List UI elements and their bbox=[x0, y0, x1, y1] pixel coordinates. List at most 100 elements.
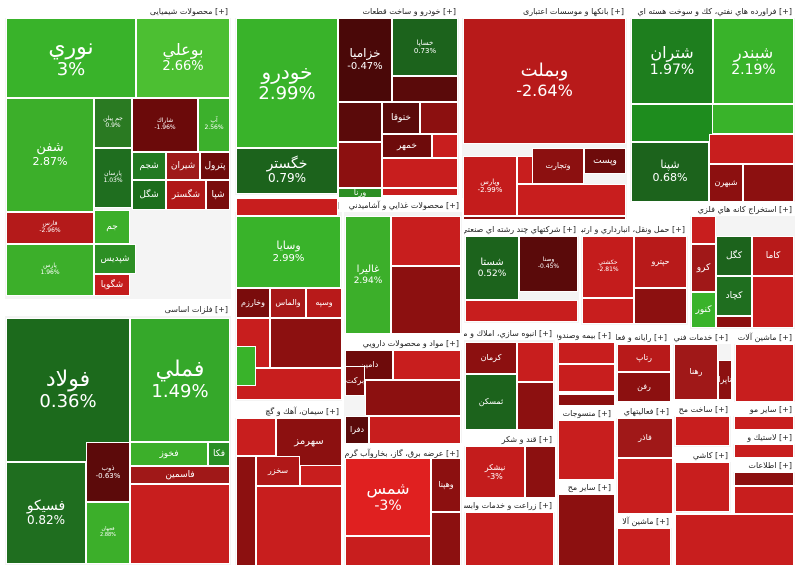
stock-tile-unlabeled[interactable] bbox=[631, 104, 713, 142]
stock-tile[interactable]: فاذر bbox=[617, 418, 673, 458]
stock-tile-unlabeled[interactable] bbox=[734, 486, 794, 514]
stock-tile[interactable]: شگل bbox=[132, 180, 166, 210]
stock-tile[interactable]: بركت bbox=[345, 366, 365, 396]
stock-tile[interactable]: شاراك -1.96% bbox=[132, 98, 198, 152]
stock-tile-unlabeled[interactable] bbox=[517, 382, 554, 430]
stock-tile-unlabeled[interactable] bbox=[735, 344, 794, 402]
stock-tile[interactable]: كاما bbox=[752, 236, 794, 276]
stock-tile-unlabeled[interactable] bbox=[465, 512, 554, 566]
stock-tile-unlabeled[interactable] bbox=[393, 350, 461, 380]
sector-title[interactable]: [+] رايانه و فعاليتهاي وابسته bbox=[616, 331, 670, 344]
stock-tile-unlabeled[interactable] bbox=[675, 462, 730, 512]
stock-tile[interactable]: فملي 1.49% bbox=[130, 318, 230, 442]
stock-tile-unlabeled[interactable] bbox=[617, 458, 673, 514]
stock-tile[interactable]: ثمسكن bbox=[465, 374, 517, 430]
stock-tile-unlabeled[interactable] bbox=[463, 216, 626, 220]
sector-title[interactable]: [+] فلزات اساسی bbox=[5, 303, 231, 316]
stock-tile[interactable]: وتجارت bbox=[532, 148, 584, 184]
stock-tile-unlabeled[interactable] bbox=[752, 276, 794, 328]
stock-tile[interactable]: وسپه bbox=[306, 288, 342, 318]
sector-title[interactable]: [+] منسوجات bbox=[557, 407, 614, 420]
stock-tile-unlabeled[interactable] bbox=[517, 184, 626, 216]
stock-tile-unlabeled[interactable] bbox=[558, 364, 615, 392]
stock-tile-unlabeled[interactable] bbox=[558, 394, 615, 406]
stock-tile[interactable]: فولاد 0.36% bbox=[6, 318, 130, 462]
sector-title[interactable]: [+] كاشي bbox=[674, 449, 731, 462]
sector-title[interactable]: [+] استخراج كانه هاي فلزي bbox=[690, 203, 795, 216]
stock-tile[interactable]: پترول bbox=[200, 152, 230, 180]
sector-title[interactable]: [+] اطلاعات bbox=[733, 459, 795, 472]
stock-tile-unlabeled[interactable] bbox=[517, 342, 554, 382]
sector-title[interactable]: [+] لاستيك و bbox=[733, 431, 795, 444]
stock-tile-unlabeled[interactable] bbox=[691, 216, 716, 244]
stock-tile[interactable]: رتاپ bbox=[617, 344, 671, 372]
stock-tile[interactable]: شبندر 2.19% bbox=[713, 18, 794, 104]
stock-tile[interactable]: شستا 0.52% bbox=[465, 236, 519, 300]
stock-tile[interactable]: غاليرا 2.94% bbox=[345, 216, 391, 334]
sector-title[interactable]: [+] فعاليتهاي bbox=[616, 405, 672, 418]
stock-tile-unlabeled[interactable] bbox=[716, 316, 752, 328]
stock-tile-unlabeled[interactable] bbox=[236, 418, 276, 456]
stock-tile[interactable]: شجم bbox=[132, 152, 166, 180]
sector-title[interactable]: [+] حمل ونقل، انبارداري و ارتباطات bbox=[581, 223, 688, 236]
stock-tile[interactable]: فجهان 2.88% bbox=[86, 502, 130, 564]
stock-tile-unlabeled[interactable] bbox=[709, 134, 794, 164]
stock-tile[interactable]: شگويا bbox=[94, 274, 130, 296]
stock-tile-unlabeled[interactable] bbox=[270, 318, 342, 368]
stock-tile[interactable]: رفن bbox=[617, 372, 671, 402]
sector-title[interactable]: [+] فراورده هاي نفتي، كك و سوخت هسته اي bbox=[630, 5, 795, 18]
stock-tile[interactable]: فسيكو 0.82% bbox=[6, 462, 86, 564]
sector-title[interactable]: [+] انبوه سازي، املاك و مستغلات bbox=[464, 327, 555, 340]
stock-tile[interactable]: خساپا 0.73% bbox=[392, 18, 458, 76]
stock-tile[interactable]: ورنا bbox=[338, 188, 382, 198]
stock-tile[interactable]: خودرو 2.99% bbox=[236, 18, 338, 148]
stock-tile-unlabeled[interactable] bbox=[391, 216, 461, 266]
sector-title[interactable]: [+] عرضه برق، گاز، بخاروآب گرم bbox=[344, 447, 462, 460]
stock-tile[interactable]: خمهر bbox=[382, 134, 432, 158]
stock-tile-unlabeled[interactable] bbox=[338, 102, 382, 142]
stock-tile[interactable]: دفرا bbox=[345, 416, 369, 444]
stock-tile[interactable]: والماس bbox=[270, 288, 306, 318]
stock-tile[interactable]: سخزر bbox=[256, 456, 300, 486]
stock-tile-unlabeled[interactable] bbox=[734, 444, 794, 458]
stock-tile[interactable]: شمس -3% bbox=[345, 458, 431, 536]
stock-tile-unlabeled[interactable] bbox=[338, 142, 382, 188]
stock-tile[interactable]: شپديس bbox=[94, 244, 136, 274]
stock-tile[interactable]: خزاميا -0.47% bbox=[338, 18, 392, 102]
sector-title[interactable]: [+] ماشين آلات bbox=[734, 331, 795, 344]
stock-tile[interactable]: حپترو bbox=[634, 236, 687, 288]
stock-tile-unlabeled[interactable] bbox=[431, 512, 461, 566]
stock-tile-unlabeled[interactable] bbox=[582, 298, 634, 324]
stock-tile-unlabeled[interactable] bbox=[617, 528, 671, 566]
stock-tile[interactable]: وخارزم bbox=[236, 288, 270, 318]
sector-title[interactable]: [+] ساير مح bbox=[557, 481, 614, 494]
stock-tile-unlabeled[interactable] bbox=[365, 380, 461, 416]
stock-tile-unlabeled[interactable] bbox=[432, 134, 458, 158]
stock-tile[interactable]: شگستر bbox=[166, 180, 206, 210]
sector-title[interactable]: [+] بانکها و موسسات اعتباری bbox=[462, 5, 627, 18]
stock-tile[interactable]: وپارس -2.99% bbox=[463, 156, 517, 216]
stock-tile[interactable]: شتران 1.97% bbox=[631, 18, 713, 104]
stock-tile-unlabeled[interactable] bbox=[345, 536, 431, 566]
stock-tile[interactable]: نيشكر -3% bbox=[465, 446, 525, 498]
stock-tile-unlabeled[interactable] bbox=[634, 288, 687, 324]
stock-tile[interactable]: جم bbox=[94, 210, 130, 244]
stock-tile[interactable]: تاپرا bbox=[718, 360, 732, 400]
stock-tile-unlabeled[interactable] bbox=[420, 102, 458, 134]
stock-tile-unlabeled[interactable] bbox=[674, 400, 732, 402]
sector-title[interactable]: [+] ماشين آلا bbox=[616, 515, 672, 528]
stock-tile[interactable]: فاسمين bbox=[130, 466, 230, 484]
stock-tile-unlabeled[interactable] bbox=[382, 188, 458, 196]
stock-tile-unlabeled[interactable] bbox=[236, 456, 256, 566]
stock-tile-unlabeled[interactable] bbox=[525, 446, 556, 498]
sector-title[interactable]: [+] خودرو و ساخت قطعات bbox=[235, 5, 459, 18]
stock-tile-unlabeled[interactable] bbox=[236, 198, 338, 216]
stock-tile[interactable]: فخوز bbox=[130, 442, 208, 466]
stock-tile[interactable]: جم پيلن 0.9% bbox=[94, 98, 132, 148]
stock-tile-unlabeled[interactable] bbox=[675, 514, 794, 566]
stock-tile[interactable]: پارسان 1.03% bbox=[94, 148, 132, 208]
stock-tile[interactable]: خگستر 0.79% bbox=[236, 148, 338, 194]
stock-tile[interactable]: فكا bbox=[208, 442, 230, 466]
stock-tile[interactable]: نوري 3% bbox=[6, 18, 136, 98]
stock-tile[interactable]: شبهرن bbox=[709, 164, 743, 202]
